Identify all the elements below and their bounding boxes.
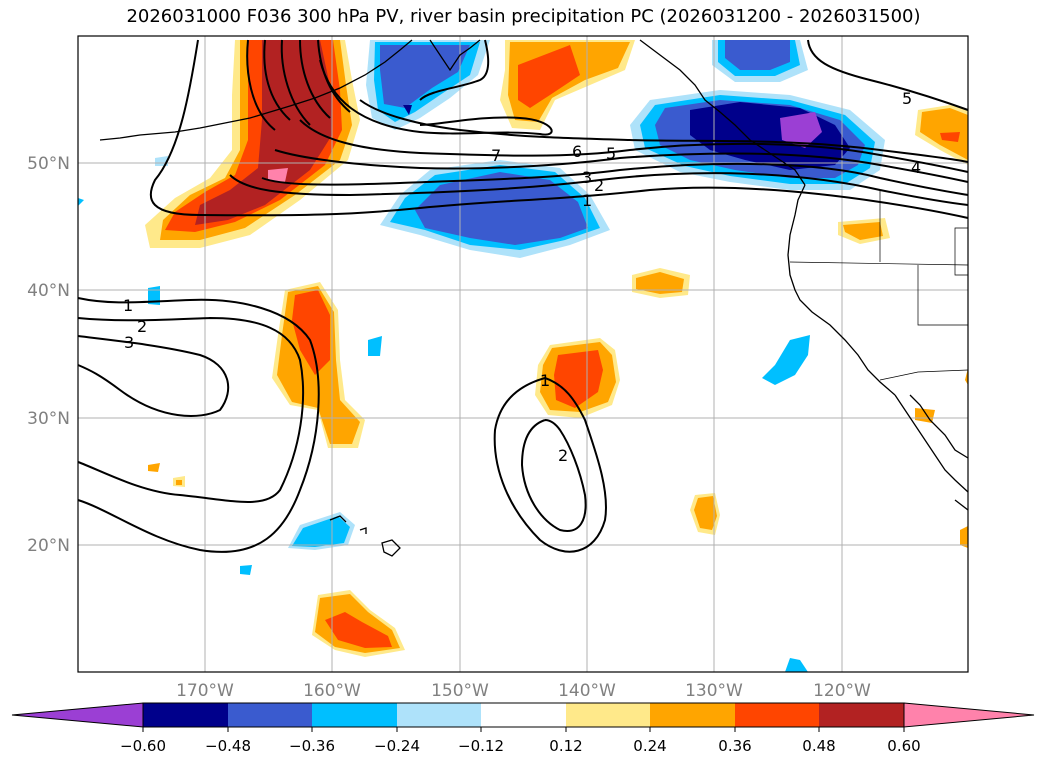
lon-label: 160°W [303,681,361,701]
contour-label: 2 [594,176,604,195]
map-frame [77,35,969,673]
grid-lines [78,36,968,672]
lon-label: 130°W [685,681,743,701]
lon-label: 140°W [558,681,616,701]
contour-label: 2 [137,317,147,336]
lon-label: 120°W [813,681,871,701]
colorbar-tick-label: −0.36 [289,737,335,755]
contour-label: 1 [123,296,133,315]
lat-label: 30°N [27,409,70,429]
colorbar-segment [397,703,481,727]
contour-label: 3 [124,333,134,352]
colorbar-outline [142,702,905,728]
latitude-labels: 50°N 40°N 30°N 20°N [27,154,70,556]
contour-label: 6 [572,142,582,161]
contour-label: 1 [582,191,592,210]
contour-label: 5 [606,144,616,163]
colorbar-segment [819,703,904,727]
lon-label: 150°W [431,681,489,701]
contour-label: 1 [540,371,550,390]
political-borders [789,190,969,381]
contour-label: 3 [582,168,592,187]
contour-labels: 1 2 3 1 2 7 6 5 3 2 1 5 4 [123,89,921,465]
colorbar-tick-label: 0.36 [718,737,751,755]
contour-label: 2 [558,446,568,465]
colorbar-segment [735,703,819,727]
colorbar-tick-label: −0.24 [374,737,420,755]
map-title: 2026031000 F036 300 hPa PV, river basin … [126,6,921,27]
colorbar-tick-label: 0.48 [802,737,835,755]
longitude-labels: 170°W 160°W 150°W 140°W 130°W 120°W [176,681,871,701]
contour-label: 7 [491,146,501,165]
colorbar-segment [481,703,566,727]
lat-label: 20°N [27,536,70,556]
colorbar-max-extend [903,702,1035,728]
lat-label: 40°N [27,281,70,301]
coastlines [99,39,969,557]
contour-label: 4 [911,158,921,177]
colorbar-tick-label: −0.48 [205,737,251,755]
colorbar-segment [566,703,650,727]
colorbar-tick-label: 0.24 [633,737,666,755]
precip-shading [78,40,968,672]
colorbar-min-extend [11,702,144,728]
colorbar-tick-label: 0.12 [549,737,582,755]
colorbar: −0.60 −0.48 −0.36 −0.24 −0.12 0.12 0.24 … [11,702,1035,755]
colorbar-segment [143,703,228,727]
lat-label: 50°N [27,154,70,174]
colorbar-tick-label: −0.60 [120,737,166,755]
pv-contours [77,39,969,553]
colorbar-segment [312,703,397,727]
colorbar-segment [228,703,312,727]
colorbar-segment [650,703,735,727]
colorbar-tick-label: 0.60 [887,737,920,755]
contour-label: 5 [902,89,912,108]
colorbar-tick-label: −0.12 [458,737,504,755]
lon-label: 170°W [176,681,234,701]
